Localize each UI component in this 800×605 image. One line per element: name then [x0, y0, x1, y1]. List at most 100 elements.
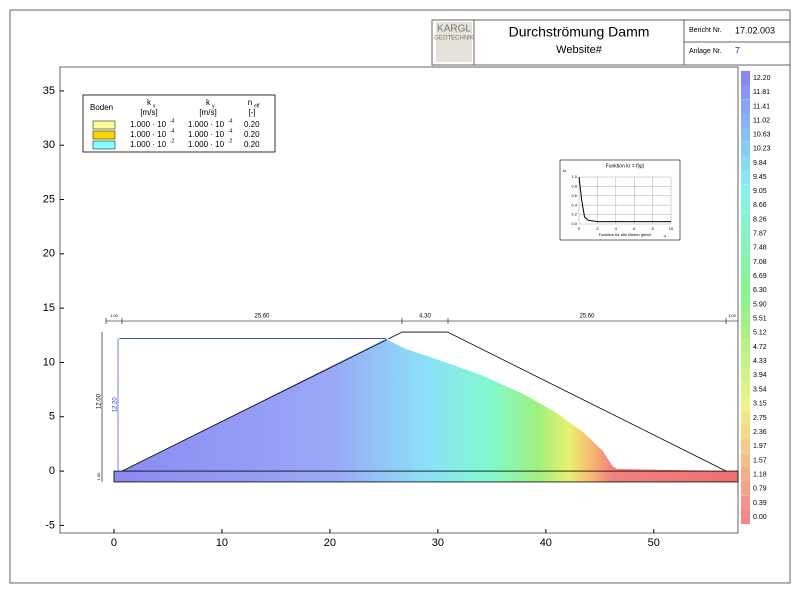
colorbar-label: 10.23: [753, 146, 771, 153]
colorbar-band: [741, 99, 750, 114]
dimension-label: 25.60: [254, 314, 270, 320]
legend-ky: 1.000 · 10: [188, 120, 225, 129]
colorbar-band: [741, 396, 750, 411]
inset-x-tick-label: 4: [615, 226, 618, 231]
x-tick-label: 20: [324, 537, 336, 549]
colorbar-label: 7.08: [753, 259, 767, 266]
legend-swatch: [92, 130, 116, 140]
colorbar-band: [741, 226, 750, 241]
legend-swatch: [92, 140, 116, 150]
logo-text: KARGL: [437, 24, 471, 35]
colorbar-label: 8.26: [753, 217, 767, 224]
page-frame: [9, 9, 791, 584]
colorbar-band: [741, 212, 750, 227]
legend-kx-exp: -4: [170, 118, 175, 124]
inset-x-tick-label: 8: [651, 226, 654, 231]
colorbar-label: 3.94: [753, 372, 767, 379]
colorbar-band: [741, 283, 750, 298]
legend-header-sub: x: [153, 103, 156, 109]
colorbar-label: 4.33: [753, 358, 767, 365]
colorbar-label: 9.45: [753, 174, 767, 181]
colorbar-label: 1.57: [753, 457, 767, 464]
legend-header: [m/s]: [199, 108, 216, 117]
colorbar-band: [741, 354, 750, 369]
legend-header: k: [147, 98, 152, 107]
colorbar-band: [741, 184, 750, 199]
colorbar-label: 11.41: [753, 103, 770, 110]
logo-text: GEOTECHNIK: [434, 36, 474, 42]
colorbar-band: [741, 141, 750, 156]
colorbar-band: [741, 340, 750, 355]
colorbar-band: [741, 127, 750, 142]
logo: [436, 22, 472, 62]
colorbar-label: 5.12: [753, 330, 767, 337]
colorbar-label: 0.79: [753, 485, 767, 492]
legend-header-sub: eff: [254, 103, 260, 109]
report-value: 17.02.003: [735, 25, 775, 35]
inset-x-tick-label: 2: [596, 226, 599, 231]
foundation: [113, 470, 739, 483]
dimension-label: 1.00: [96, 472, 101, 481]
inset-y-tick-label: 0.2: [571, 212, 577, 217]
colorbar-band: [741, 368, 750, 383]
colorbar-label: 11.02: [753, 117, 770, 124]
colorbar-label: 7.87: [753, 231, 767, 238]
legend-header-sub: y: [212, 103, 215, 109]
inset-x-tick-label: 6: [633, 226, 636, 231]
colorbar-label: 6.69: [753, 273, 767, 280]
legend-header: [-]: [248, 108, 255, 117]
y-tick-label: 20: [43, 248, 55, 260]
y-tick-label: 25: [43, 193, 55, 205]
inset-y-tick-label: 1.0: [571, 174, 577, 179]
colorbar-label: 11.81: [753, 89, 770, 96]
colorbar-band: [741, 495, 750, 511]
dimension-label: 12.00: [97, 393, 103, 409]
inset-xunit: -ψ: [663, 234, 666, 238]
colorbar-band: [741, 198, 750, 213]
colorbar-band: [741, 269, 750, 284]
colorbar-label: 1.18: [753, 471, 767, 478]
header-subtitle: Website#: [556, 44, 603, 56]
legend-ky: 1.000 · 10: [188, 140, 225, 149]
colorbar-band: [741, 467, 750, 482]
colorbar-band: [741, 382, 750, 397]
x-tick-label: 40: [540, 537, 552, 549]
legend-header: k: [206, 98, 211, 107]
y-tick-label: -5: [45, 519, 55, 531]
colorbar-label: 0.39: [753, 500, 767, 507]
colorbar-band: [741, 439, 750, 454]
colorbar-label: 3.15: [753, 400, 767, 407]
inset-curve: [578, 176, 671, 223]
legend-kx: 1.000 · 10: [130, 130, 167, 139]
y-tick-label: 35: [43, 85, 55, 97]
y-tick-label: 30: [43, 139, 55, 151]
colorbar-band: [741, 70, 750, 86]
colorbar-label: 3.54: [753, 386, 767, 393]
legend-n: 0.20: [244, 120, 260, 129]
dimension-label: 12.20: [113, 397, 119, 413]
colorbar-label: 7.48: [753, 245, 767, 252]
x-tick-label: 30: [432, 537, 444, 549]
legend-kx-exp: -2: [170, 138, 175, 144]
y-tick-label: 0: [49, 465, 55, 477]
colorbar-band: [741, 509, 750, 525]
colorbar-label: 10.63: [753, 131, 771, 138]
dimension-label: 1.00: [728, 313, 737, 318]
x-tick-label: 10: [216, 537, 228, 549]
colorbar-band: [741, 311, 750, 326]
colorbar-label: 9.05: [753, 188, 767, 195]
annex-label: Anlage Nr.: [689, 48, 722, 55]
colorbar-band: [741, 155, 750, 171]
legend-header: Boden: [90, 103, 113, 112]
legend-n: 0.20: [244, 130, 260, 139]
legend-header: [m/s]: [140, 108, 157, 117]
inset-ylabel: kr: [563, 168, 567, 173]
report-label: Bericht Nr.: [689, 27, 722, 34]
colorbar-label: 5.90: [753, 302, 767, 309]
y-tick-label: 10: [43, 356, 55, 368]
colorbar-band: [741, 169, 750, 185]
legend-ky: 1.000 · 10: [188, 130, 225, 139]
legend-header: n: [248, 98, 252, 107]
inset-title: Funktion kr = f(ψ): [606, 163, 645, 169]
